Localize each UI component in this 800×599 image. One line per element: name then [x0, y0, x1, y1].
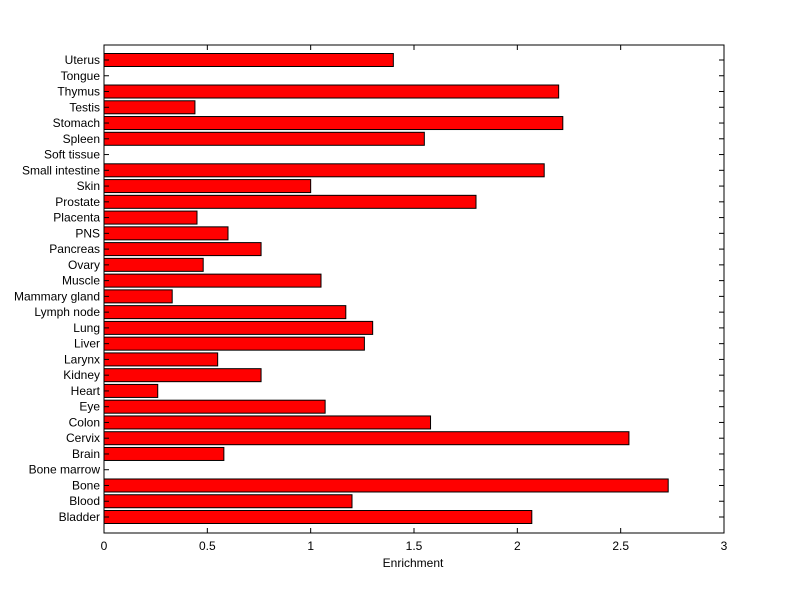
y-tick-label-testis: Testis [69, 100, 100, 114]
bar-kidney [103, 368, 262, 383]
bar-skin [103, 179, 312, 194]
y-tick-label-larynx: Larynx [64, 352, 100, 366]
bar-lung [103, 320, 374, 335]
plot-frame [103, 44, 725, 534]
x-tick-label: 3 [721, 539, 728, 553]
x-tick-label: 0 [101, 539, 108, 553]
y-tick-label-bone: Bone [72, 478, 100, 492]
bar-bone [103, 478, 669, 493]
x-tick-label: 1 [307, 539, 314, 553]
y-tick-label-pancreas: Pancreas [49, 242, 100, 256]
x-tick-marks [103, 45, 725, 533]
y-tick-label-ovary: Ovary [68, 258, 100, 272]
bar-testis [103, 100, 196, 115]
bar-uterus [103, 53, 394, 67]
y-tick-label-lymph-node: Lymph node [34, 305, 100, 319]
bar-larynx [103, 352, 219, 367]
y-tick-label-soft-tissue: Soft tissue [44, 148, 100, 162]
y-tick-label-brain: Brain [72, 447, 100, 461]
y-tick-label-heart: Heart [71, 384, 101, 398]
x-tick-label: 2 [514, 539, 521, 553]
y-tick-label-bladder: Bladder [59, 510, 100, 524]
bar-lymph-node [103, 305, 347, 320]
y-tick-label-eye: Eye [79, 400, 100, 414]
x-tick-label: 1.5 [406, 539, 423, 553]
y-tick-label-muscle: Muscle [62, 274, 100, 288]
bar-thymus [103, 84, 560, 99]
y-tick-label-bone-marrow: Bone marrow [29, 463, 101, 477]
x-tick-label: 0.5 [199, 539, 216, 553]
x-tick-label: 2.5 [612, 539, 629, 553]
bar-mammary-gland [103, 289, 173, 304]
bar-bladder [103, 510, 533, 524]
bar-pancreas [103, 242, 262, 257]
y-tick-marks [104, 59, 724, 518]
x-tick-labels: 0 0.5 1 1.5 2 2.5 3 [101, 539, 728, 553]
y-tick-label-uterus: Uterus [65, 53, 100, 67]
bar-eye [103, 399, 326, 414]
bar-heart [103, 383, 159, 398]
y-tick-label-mammary-gland: Mammary gland [14, 289, 100, 303]
bar-blood [103, 494, 353, 509]
y-tick-label-liver: Liver [74, 337, 100, 351]
x-axis-title: Enrichment [383, 556, 444, 570]
y-tick-label-lung: Lung [73, 321, 100, 335]
bar-prostate [103, 194, 477, 209]
y-tick-label-cervix: Cervix [66, 431, 100, 445]
y-tick-label-pns: PNS [75, 226, 100, 240]
y-tick-label-skin: Skin [77, 179, 100, 193]
bar-small-intestine [103, 163, 545, 178]
bar-liver [103, 336, 365, 351]
y-tick-label-spleen: Spleen [63, 132, 100, 146]
y-tick-label-small-intestine: Small intestine [22, 163, 100, 177]
bar-spleen [103, 131, 425, 146]
bar-colon [103, 415, 432, 430]
y-tick-label-kidney: Kidney [63, 368, 100, 382]
bar-ovary [103, 257, 204, 272]
bar-cervix [103, 431, 630, 446]
y-tick-label-thymus: Thymus [57, 85, 100, 99]
y-tick-label-placenta: Placenta [53, 211, 100, 225]
y-tick-label-prostate: Prostate [55, 195, 100, 209]
y-tick-label-blood: Blood [69, 494, 100, 508]
bar-stomach [103, 116, 564, 131]
bar-placenta [103, 210, 198, 225]
y-tick-label-tongue: Tongue [61, 69, 101, 83]
y-tick-label-stomach: Stomach [53, 116, 100, 130]
bar-brain [103, 446, 225, 461]
bar-pns [103, 226, 229, 241]
y-tick-label-colon: Colon [69, 415, 100, 429]
bar-muscle [103, 273, 322, 288]
